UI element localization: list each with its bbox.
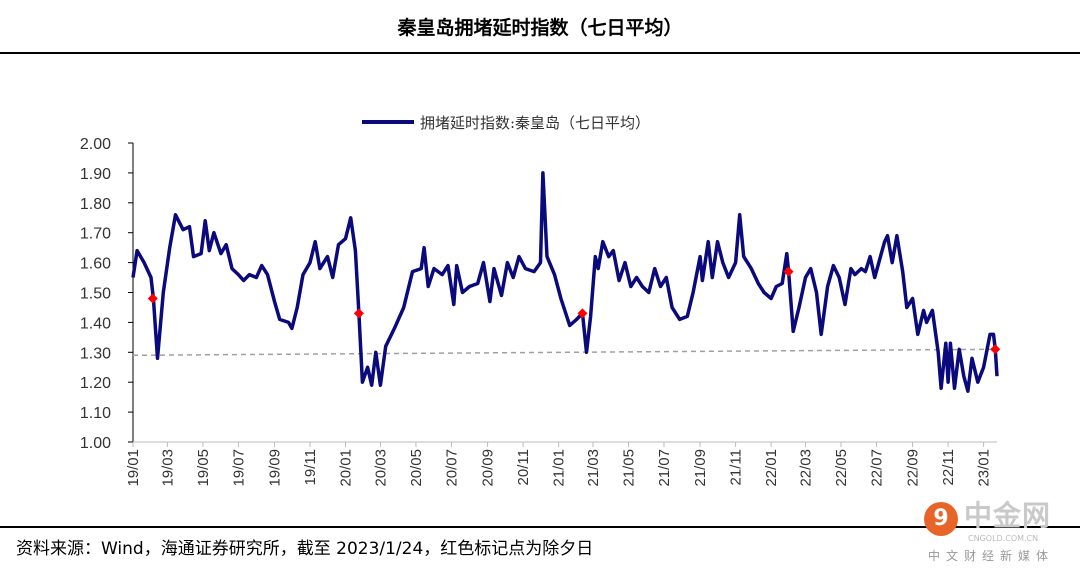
x-tick-label: 19/03 bbox=[159, 449, 176, 487]
x-tick-label: 19/11 bbox=[302, 449, 319, 485]
y-tick-label: 1.40 bbox=[80, 315, 111, 332]
legend: 拥堵延时指数:秦皇岛（七日平均） bbox=[362, 114, 650, 132]
swirl-icon: 9 bbox=[924, 502, 958, 536]
x-tick-label: 21/11 bbox=[728, 449, 745, 485]
new-years-eve-marker bbox=[577, 308, 588, 319]
x-tick-label: 21/07 bbox=[656, 449, 673, 487]
y-tick-label: 1.70 bbox=[80, 226, 111, 243]
x-tick-label: 20/01 bbox=[338, 449, 355, 487]
page-title: 秦皇岛拥堵延时指数（七日平均） bbox=[397, 17, 683, 39]
x-tick-label: 22/09 bbox=[905, 449, 922, 487]
x-tick-label: 21/01 bbox=[551, 449, 568, 487]
legend-label: 拥堵延时指数:秦皇岛（七日平均） bbox=[420, 114, 650, 132]
y-tick-label: 1.90 bbox=[80, 166, 111, 183]
new-years-eve-marker bbox=[147, 293, 158, 304]
series-line bbox=[131, 171, 999, 393]
watermark: 9 中金网 CNGOLD.COM.CN 中文财经新媒体 bbox=[922, 500, 1078, 569]
x-tick-label: 22/05 bbox=[833, 449, 850, 487]
x-tick-label: 21/03 bbox=[585, 449, 602, 487]
x-tick-label: 21/05 bbox=[620, 449, 637, 487]
footer-divider bbox=[0, 526, 1080, 528]
y-tick-label: 2.00 bbox=[80, 136, 111, 153]
x-tick-label: 22/03 bbox=[797, 449, 814, 487]
x-tick-label: 20/05 bbox=[408, 449, 425, 487]
x-tick-label: 22/11 bbox=[940, 449, 957, 485]
y-tick-label: 1.30 bbox=[80, 345, 111, 362]
x-tick-label: 19/01 bbox=[125, 449, 142, 487]
x-tick-label: 19/07 bbox=[230, 449, 247, 487]
x-tick-label: 22/01 bbox=[763, 449, 780, 487]
x-tick-label: 23/01 bbox=[976, 449, 993, 487]
x-tick-label: 20/03 bbox=[372, 449, 389, 487]
title-divider bbox=[0, 52, 1080, 54]
y-tick-label: 1.60 bbox=[80, 256, 111, 273]
x-tick-label: 22/07 bbox=[868, 449, 885, 487]
watermark-logo-text: 中金网 bbox=[964, 499, 1052, 532]
y-tick-label: 1.00 bbox=[80, 435, 111, 452]
x-tick-label: 20/09 bbox=[480, 449, 497, 487]
y-tick-label: 1.10 bbox=[80, 405, 111, 422]
x-tick-label: 19/05 bbox=[195, 449, 212, 487]
x-tick-label: 20/07 bbox=[443, 449, 460, 487]
reference-line bbox=[132, 348, 998, 357]
new-years-eve-marker bbox=[783, 266, 794, 277]
source-note: 资料来源：Wind，海通证券研究所，截至 2023/1/24，红色标记点为除夕日 bbox=[16, 539, 594, 559]
x-tick-label: 21/09 bbox=[692, 449, 709, 487]
y-tick-label: 1.80 bbox=[80, 196, 111, 213]
new-years-eve-marker bbox=[990, 344, 1001, 355]
y-tick-label: 1.20 bbox=[80, 375, 111, 392]
x-tick-label: 19/09 bbox=[266, 449, 283, 487]
x-tick-label: 20/11 bbox=[515, 449, 532, 485]
y-tick-label: 1.50 bbox=[80, 286, 111, 303]
new-years-eve-marker bbox=[353, 308, 364, 319]
watermark-subtitle: 中文财经新媒体 bbox=[928, 549, 1055, 563]
watermark-url: CNGOLD.COM.CN bbox=[968, 534, 1039, 543]
